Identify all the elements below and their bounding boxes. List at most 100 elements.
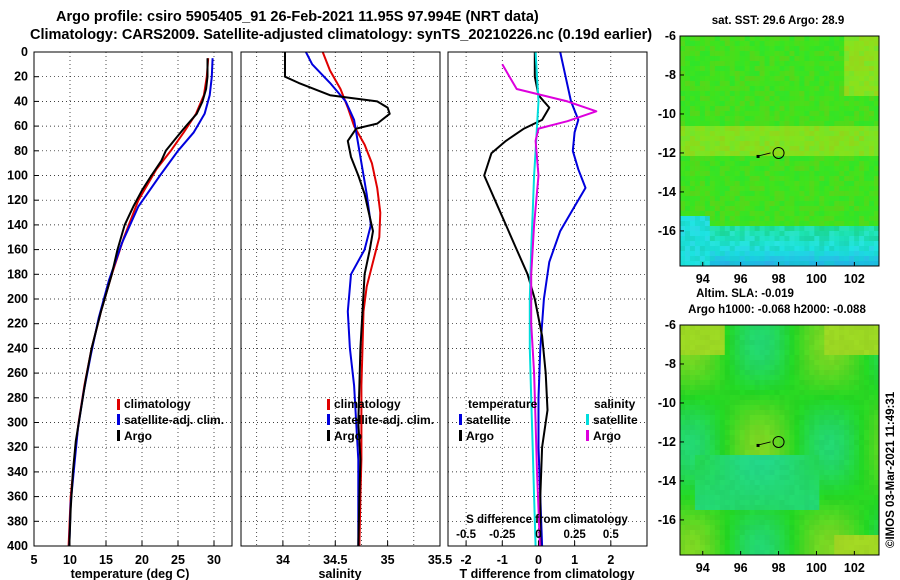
map-cell xyxy=(829,221,835,227)
map-cell xyxy=(839,480,845,486)
map-cell xyxy=(744,440,751,446)
map-cell xyxy=(864,420,870,426)
map-cell xyxy=(814,101,820,107)
map-cell xyxy=(869,161,875,167)
map-cell xyxy=(844,345,850,351)
map-cell xyxy=(859,395,865,401)
map-cell xyxy=(774,410,780,416)
map-cell xyxy=(874,141,879,147)
map-cell xyxy=(814,380,820,386)
map-cell xyxy=(849,116,855,122)
map-cell xyxy=(854,425,860,431)
map-cell xyxy=(694,81,701,87)
map-cell xyxy=(754,161,761,167)
map-cell xyxy=(699,440,706,446)
map-cell xyxy=(819,176,825,182)
map-cell xyxy=(869,500,875,506)
map-cell xyxy=(804,330,810,336)
map-cell xyxy=(734,76,741,82)
map-cell xyxy=(794,345,800,351)
map-cell xyxy=(804,545,810,551)
map-cell xyxy=(709,405,716,411)
map-cell xyxy=(759,216,765,222)
map-cell xyxy=(844,455,850,461)
map-cell xyxy=(794,500,800,506)
legend-swatch-t-satellite xyxy=(459,414,462,425)
x-tick-label: 20 xyxy=(135,553,149,567)
map-cell xyxy=(809,365,815,371)
map-cell xyxy=(684,111,691,117)
map-cell xyxy=(839,500,845,506)
map-cell xyxy=(759,420,765,426)
map-cell xyxy=(849,395,855,401)
map-cell xyxy=(869,251,875,257)
map-cell xyxy=(744,61,751,67)
map-cell xyxy=(814,121,820,127)
map-cell xyxy=(729,455,736,461)
map-cell xyxy=(754,56,761,62)
map-cell xyxy=(714,251,721,257)
map-cell xyxy=(849,136,855,142)
map-cell xyxy=(734,156,741,162)
map-cell xyxy=(680,385,686,391)
map-cell xyxy=(769,400,775,406)
map-cell xyxy=(734,41,741,47)
map-cell xyxy=(784,440,790,446)
map-cell xyxy=(824,550,830,555)
map-cell xyxy=(874,36,879,42)
map-cell xyxy=(854,96,860,102)
map-cell xyxy=(729,550,736,555)
map-cell xyxy=(749,121,756,127)
map-cell xyxy=(809,390,815,396)
map-cell xyxy=(869,226,875,232)
map-cell xyxy=(739,460,746,466)
map-cell xyxy=(869,41,875,47)
map-cell xyxy=(819,201,825,207)
map-cell xyxy=(759,96,765,102)
map-cell xyxy=(709,226,716,232)
map-cell xyxy=(819,166,825,172)
map-cell xyxy=(724,166,731,172)
map-cell xyxy=(794,410,800,416)
map-cell xyxy=(734,221,741,227)
map-cell xyxy=(719,325,726,331)
map-cell xyxy=(709,66,716,72)
map-cell xyxy=(804,51,810,57)
map-cell xyxy=(809,350,815,356)
map-cell xyxy=(859,365,865,371)
temperature-panel: 0204060801001201401601802002202402602803… xyxy=(7,45,233,580)
map-cell xyxy=(844,450,850,456)
map-cell xyxy=(689,56,696,62)
map-cell xyxy=(789,96,795,102)
map-cell xyxy=(754,380,761,386)
map-cell xyxy=(689,36,696,42)
map-cell xyxy=(839,465,845,471)
map-cell xyxy=(844,500,850,506)
map-cell xyxy=(794,156,800,162)
map-cell xyxy=(839,41,845,47)
map-cell xyxy=(759,61,765,67)
map-cell xyxy=(874,261,879,266)
map-cell xyxy=(774,141,780,147)
map-cell xyxy=(794,510,800,516)
map-cell xyxy=(824,231,830,237)
map-cell xyxy=(729,355,736,361)
map-cell xyxy=(769,525,775,531)
map-cell xyxy=(709,500,716,506)
map-cell xyxy=(769,420,775,426)
map-cell xyxy=(809,36,815,42)
map-cell xyxy=(709,141,716,147)
map-cell xyxy=(689,151,696,157)
map-cell xyxy=(719,365,726,371)
map-cell xyxy=(709,330,716,336)
map-cell xyxy=(739,176,746,182)
map-cell xyxy=(684,126,691,132)
map-cell xyxy=(774,420,780,426)
map-cell xyxy=(794,480,800,486)
map-cell xyxy=(719,211,726,217)
map-cell xyxy=(774,345,780,351)
map-cell xyxy=(809,61,815,67)
sla-map: Altim. SLA: -0.019 Argo h1000: -0.068 h2… xyxy=(658,288,880,575)
map-cell xyxy=(809,440,815,446)
map-cell xyxy=(819,136,825,142)
